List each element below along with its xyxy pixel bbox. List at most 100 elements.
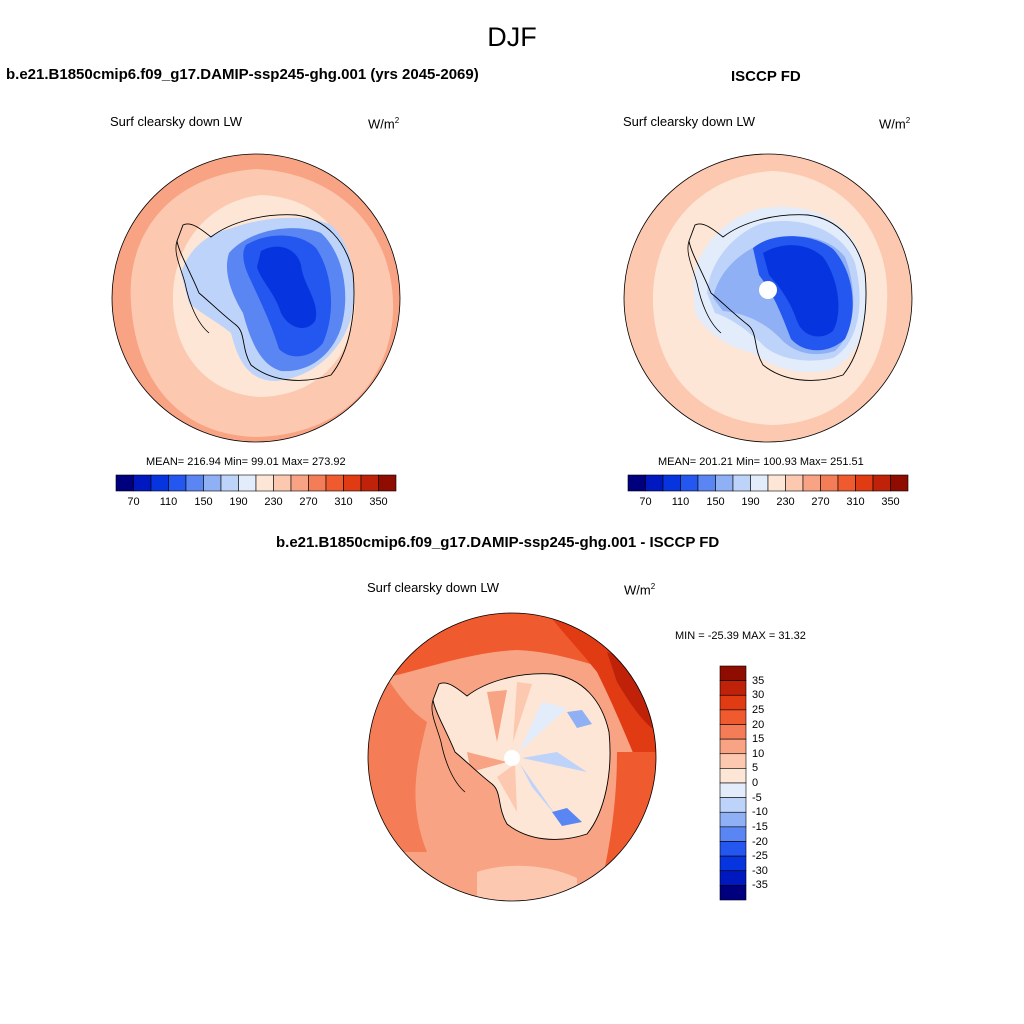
colorbar-swatch [719, 782, 747, 798]
colorbar-swatch [719, 841, 747, 857]
colorbar-tick-label: -15 [752, 820, 768, 833]
colorbar-tick-label: 30 [752, 689, 765, 702]
colorbar-tick-label: 110 [671, 496, 690, 508]
colorbar-swatch [820, 474, 839, 492]
colorbar-tick-label: 150 [194, 496, 213, 508]
colorbar-swatch [719, 709, 747, 725]
colorbar-swatch [719, 768, 747, 784]
colorbar-swatch [719, 826, 747, 842]
colorbar-swatch [719, 738, 747, 755]
colorbar-swatch [680, 474, 699, 492]
colorbar-tick-label: 20 [752, 718, 765, 731]
colorbar-swatch [627, 474, 646, 492]
panel3-colorbar-ticks: 35 30 25 20 15 10 5 0 -5 -10 -15 -20 -25 -30 -35 [752, 666, 792, 900]
colorbar-swatch [890, 474, 909, 492]
colorbar-tick-label: 270 [299, 496, 318, 508]
colorbar-swatch [308, 474, 327, 492]
colorbar-swatch [872, 474, 891, 492]
colorbar-tick-label: 190 [741, 496, 760, 508]
colorbar-swatch [732, 474, 751, 492]
panel3-title: b.e21.B1850cmip6.f09_g17.DAMIP-ssp245-gh… [276, 534, 720, 551]
panel3-units: W/m2 [624, 582, 656, 598]
panel2-units: W/m2 [879, 116, 911, 132]
colorbar-tick-label: -35 [752, 879, 768, 892]
colorbar-tick-label: 110 [159, 496, 178, 508]
colorbar-tick-label: 70 [127, 496, 140, 508]
colorbar-swatch [343, 474, 362, 492]
figure-title: DJF [487, 22, 537, 52]
panel3-stats: MIN = -25.39 MAX = 31.32 [675, 630, 806, 642]
colorbar-tick-label: -30 [752, 864, 768, 877]
colorbar-tick-label: -10 [752, 806, 768, 819]
colorbar-swatch [719, 680, 747, 696]
colorbar-swatch [719, 855, 747, 872]
colorbar-swatch [168, 474, 187, 492]
colorbar-tick-label: 10 [752, 747, 765, 760]
colorbar-swatch [150, 474, 169, 492]
colorbar-tick-label: 25 [752, 703, 765, 716]
colorbar-swatch [290, 474, 309, 492]
colorbar-swatch [719, 870, 747, 886]
colorbar-swatch [767, 474, 786, 492]
colorbar-tick-label: 35 [752, 674, 765, 687]
colorbar-swatch [785, 474, 804, 492]
colorbar-swatch [273, 474, 292, 492]
colorbar-swatch [662, 474, 681, 492]
colorbar-tick-label: 350 [881, 496, 900, 508]
colorbar-swatch [325, 474, 344, 492]
panel1-colorbar [115, 474, 397, 492]
colorbar-tick-label: 230 [776, 496, 795, 508]
panel2-stats: MEAN= 201.21 Min= 100.93 Max= 251.51 [658, 456, 864, 468]
colorbar-tick-label: 5 [752, 762, 759, 775]
colorbar-swatch [719, 753, 747, 769]
colorbar-swatch [719, 694, 747, 711]
colorbar-swatch [719, 885, 747, 901]
panel1-variable: Surf clearsky down LW [110, 114, 242, 129]
colorbar-swatch [802, 474, 821, 492]
panel1-colorbar-ticks: 70 110 150 190 230 270 310 350 [116, 496, 396, 510]
panel2-colorbar [627, 474, 909, 492]
panel3-map [367, 612, 657, 902]
panel2-title: ISCCP FD [731, 68, 801, 85]
colorbar-swatch [719, 724, 747, 740]
colorbar-swatch [697, 474, 716, 492]
colorbar-tick-label: 310 [846, 496, 865, 508]
colorbar-tick-label: 15 [752, 733, 765, 746]
colorbar-swatch [220, 474, 239, 492]
panel1-title: b.e21.B1850cmip6.f09_g17.DAMIP-ssp245-gh… [6, 66, 479, 83]
colorbar-swatch [360, 474, 379, 492]
colorbar-swatch [719, 665, 747, 681]
colorbar-swatch [837, 474, 856, 492]
colorbar-tick-label: 0 [752, 777, 759, 789]
colorbar-swatch [238, 474, 257, 492]
panel1-map [111, 153, 401, 443]
colorbar-tick-label: 230 [264, 496, 283, 508]
panel3-variable: Surf clearsky down LW [367, 580, 499, 595]
colorbar-swatch [133, 474, 152, 492]
panel2-variable: Surf clearsky down LW [623, 114, 755, 129]
colorbar-swatch [645, 474, 664, 492]
colorbar-tick-label: 310 [334, 496, 353, 508]
colorbar-tick-label: 70 [639, 496, 652, 508]
colorbar-tick-label: -20 [752, 835, 768, 848]
colorbar-tick-label: 190 [229, 496, 248, 508]
colorbar-tick-label: -25 [752, 850, 768, 863]
panel2-map [623, 153, 913, 443]
colorbar-swatch [719, 811, 747, 828]
colorbar-swatch [715, 474, 734, 492]
colorbar-swatch [378, 474, 397, 492]
panel1-stats: MEAN= 216.94 Min= 99.01 Max= 273.92 [146, 456, 346, 468]
colorbar-tick-label: 350 [369, 496, 388, 508]
colorbar-swatch [203, 474, 222, 492]
colorbar-swatch [185, 474, 204, 492]
colorbar-swatch [719, 797, 747, 813]
colorbar-swatch [855, 474, 874, 492]
panel2-colorbar-ticks: 70 110 150 190 230 270 310 350 [628, 496, 908, 510]
colorbar-tick-label: -5 [752, 791, 762, 804]
colorbar-swatch [750, 474, 769, 492]
colorbar-tick-label: 270 [811, 496, 830, 508]
panel1-units: W/m2 [368, 116, 400, 132]
colorbar-swatch [255, 474, 274, 492]
colorbar-swatch [115, 474, 134, 492]
colorbar-tick-label: 150 [706, 496, 725, 508]
